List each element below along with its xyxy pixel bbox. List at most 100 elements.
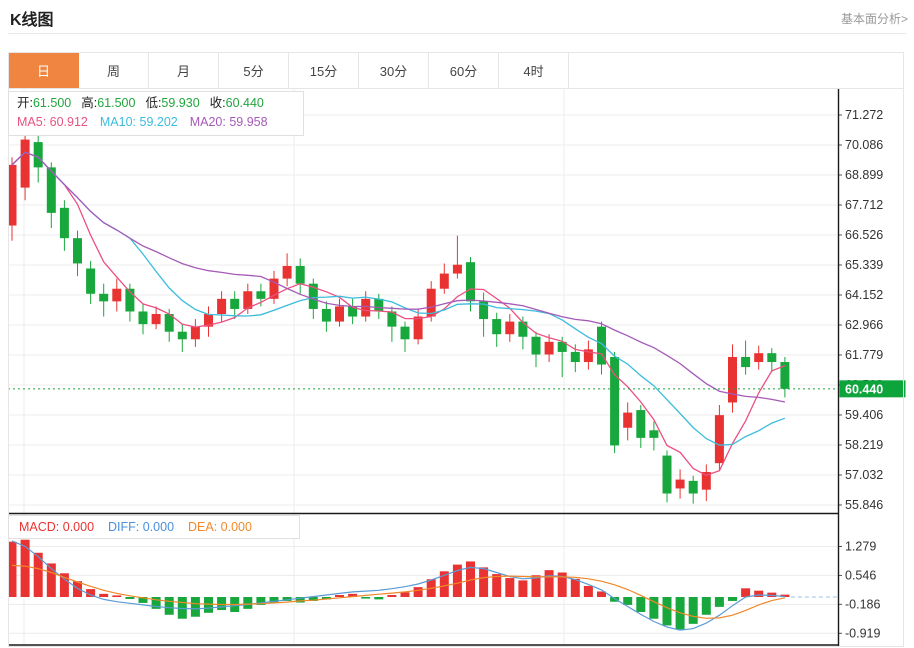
candle-up [20, 139, 30, 188]
candle-down [138, 311, 148, 325]
ohlc-info-box: 开:61.500 高:61.500 低:59.930 收:60.440 MA5: 60… [8, 91, 304, 136]
candle-down [59, 207, 69, 239]
price-tick-label: 65.339 [845, 258, 883, 272]
macd-bar-down [190, 597, 200, 617]
candle-down [479, 301, 489, 320]
candle-up [413, 316, 423, 340]
ohlc-low-value: 59.930 [161, 96, 200, 110]
macd-info-box: MACD: 0.000 DIFF: 0.000 DEA: 0.000 [8, 515, 300, 539]
candle-down [531, 336, 541, 355]
candle-up [714, 415, 724, 464]
dea-readout: DEA: 0.000 [188, 520, 252, 534]
candle-up [151, 314, 161, 325]
candle-down [387, 311, 397, 327]
candle-up [505, 321, 515, 335]
tab-60min[interactable]: 60分 [429, 53, 499, 88]
macd-bar-up [466, 561, 475, 597]
candle-down [308, 283, 318, 309]
candle-down [177, 331, 187, 340]
tab-4hour[interactable]: 4时 [499, 53, 569, 88]
price-tick-label: 71.272 [845, 108, 883, 122]
price-tick-label: 58.219 [845, 438, 883, 452]
fundamental-analysis-link[interactable]: 基本面分析> [840, 12, 908, 26]
macd-bar-up [479, 567, 489, 597]
price-tick-label: 66.526 [845, 228, 883, 242]
candle-up [269, 278, 279, 299]
candle-down [230, 298, 240, 309]
candle-down [348, 306, 358, 317]
macd-bar-down [701, 597, 711, 615]
tab-day[interactable]: 日 [9, 53, 79, 88]
candle-down [33, 142, 43, 168]
ma20-readout: MA20: 59.958 [189, 115, 268, 129]
candle-down [557, 341, 567, 352]
candle-up [243, 291, 253, 309]
macd-bar-up [348, 593, 358, 597]
macd-tick-label: 1.279 [845, 539, 876, 553]
candle-up [335, 306, 344, 322]
price-tick-label: 64.152 [845, 288, 883, 302]
price-tick-label: 55.846 [845, 498, 883, 512]
candlestick-chart[interactable]: 71.272 70.086 68.899 67.712 66.526 65.339 64.1… [8, 89, 906, 648]
macd-bar-up [8, 541, 17, 597]
macd-bar-up [33, 552, 43, 597]
macd-bar-down [243, 597, 253, 609]
candle-up [754, 353, 764, 363]
candle-down [570, 351, 580, 363]
tab-15min[interactable]: 15分 [289, 53, 359, 88]
macd-bar-down [623, 597, 633, 605]
macd-bar-up [112, 595, 122, 597]
candle-up [701, 472, 711, 490]
tab-5min[interactable]: 5分 [219, 53, 289, 88]
ohlc-low-label: 低: [145, 96, 162, 110]
candle-down [741, 356, 751, 368]
ohlc-close-label: 收: [209, 96, 226, 110]
macd-bar-up [439, 571, 449, 597]
candle-down [767, 353, 777, 363]
macd-tick-label: -0.919 [845, 626, 880, 640]
macd-bar-up [46, 563, 56, 597]
macd-bar-down [269, 597, 279, 603]
macd-bar-up [86, 589, 96, 597]
ma-row: MA5: 60.912 MA10: 59.202 MA20: 59.958 [17, 113, 303, 132]
macd-bar-up [557, 572, 567, 597]
macd-bar-up [387, 595, 397, 597]
tab-month[interactable]: 月 [149, 53, 219, 88]
macd-bar-up [413, 587, 423, 597]
tab-30min[interactable]: 30分 [359, 53, 429, 88]
macd-bar-up [518, 580, 528, 597]
candle-down [99, 293, 109, 302]
current-price-tag-label: 60.440 [845, 382, 883, 396]
candle-up [217, 298, 227, 315]
macd-bar-down [321, 597, 331, 600]
macd-bar-up [505, 578, 515, 597]
candle-up [8, 164, 17, 226]
candle-down [649, 430, 659, 438]
macd-bar-up [99, 593, 109, 597]
diff-readout: DIFF: 0.000 [108, 520, 175, 534]
ohlc-high-value: 61.500 [97, 96, 136, 110]
macd-bar-up [59, 573, 69, 597]
candle-down [636, 410, 646, 438]
macd-bar-down [138, 597, 148, 603]
tab-week[interactable]: 周 [79, 53, 149, 88]
candle-up [439, 273, 449, 289]
candle-down [321, 308, 331, 322]
macd-bar-up [20, 539, 30, 597]
price-tick-label: 59.406 [845, 408, 883, 422]
candle-up [452, 264, 462, 274]
macd-bar-down [662, 597, 672, 626]
macd-tick-label: 0.546 [845, 568, 876, 582]
candle-up [282, 265, 292, 279]
macd-bar-down [308, 597, 318, 601]
candle-down [662, 455, 672, 494]
ohlc-high-label: 高: [81, 96, 98, 110]
ma5-line [11, 151, 786, 477]
macd-bar-up [452, 564, 462, 597]
macd-bar-down [295, 597, 305, 603]
price-tick-label: 62.966 [845, 318, 883, 332]
candle-up [112, 288, 122, 302]
period-tabbar: 日周月 5分 15分 30分 60分 4时 [8, 52, 904, 89]
macd-readout: MACD: 0.000 [19, 520, 95, 534]
